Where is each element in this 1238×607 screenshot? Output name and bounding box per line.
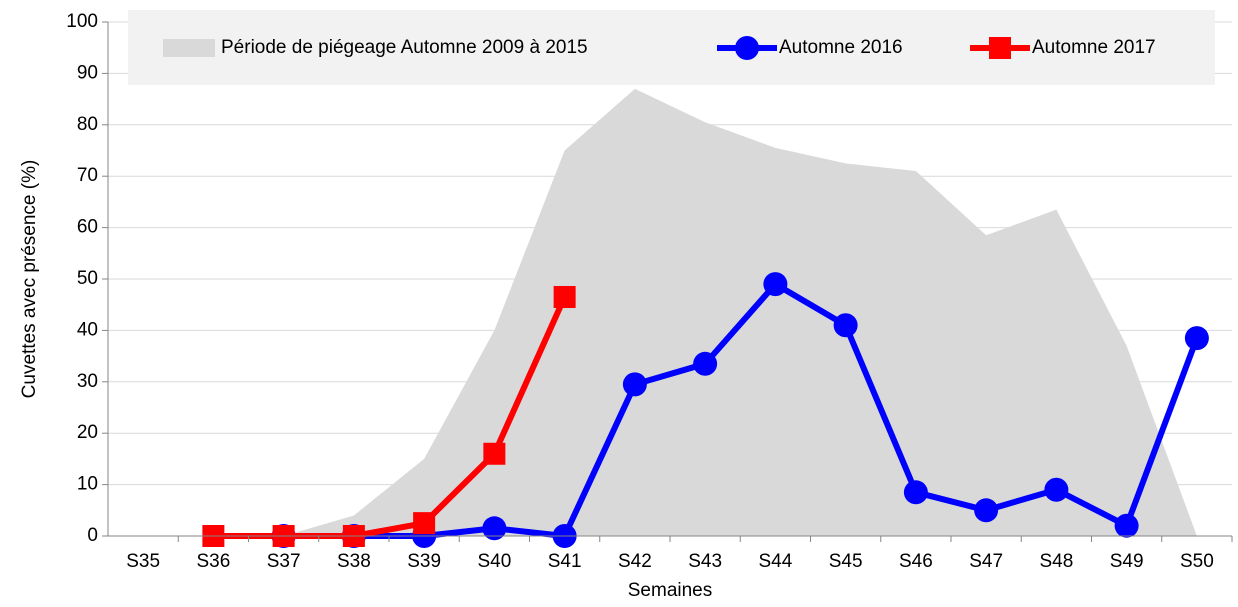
y-tick-label: 100	[66, 11, 98, 32]
marker	[833, 313, 858, 338]
marker	[903, 480, 928, 505]
y-tick-label: 70	[77, 165, 98, 186]
legend-label: Période de piégeage Automne 2009 à 2015	[221, 37, 588, 58]
area	[283, 88, 1197, 536]
x-tick-label: S36	[196, 551, 230, 572]
marker	[482, 516, 507, 541]
marker	[693, 351, 718, 376]
marker	[1044, 477, 1069, 502]
marker	[553, 285, 576, 308]
legend-label: Automne 2016	[779, 37, 903, 58]
x-tick-label: S40	[477, 551, 511, 572]
marker	[483, 442, 506, 465]
y-tick-label: 30	[77, 371, 98, 392]
x-tick-label: S39	[407, 551, 441, 572]
x-tick-label: S37	[267, 551, 301, 572]
y-tick-label: 0	[87, 525, 98, 546]
x-tick-label: S48	[1039, 551, 1073, 572]
legend-label: Automne 2017	[1032, 37, 1156, 58]
x-tick-label: S42	[618, 551, 652, 572]
y-tick-label: 40	[77, 319, 98, 340]
marker	[1114, 513, 1139, 538]
x-tick-label: S35	[126, 551, 160, 572]
legend-background	[128, 10, 1215, 85]
y-tick-label: 20	[77, 422, 98, 443]
x-tick-label: S41	[548, 551, 582, 572]
x-tick-label: S45	[829, 551, 863, 572]
x-tick-label: S49	[1110, 551, 1144, 572]
y-axis-label: Cuvettes avec présence (%)	[19, 160, 40, 399]
x-tick-label: S44	[758, 551, 792, 572]
x-tick-label: S50	[1180, 551, 1214, 572]
legend-marker	[989, 37, 1011, 59]
marker	[1184, 326, 1209, 351]
x-tick-label: S46	[899, 551, 933, 572]
marker	[622, 372, 647, 397]
y-tick-label: 90	[77, 62, 98, 83]
y-tick-label: 80	[77, 114, 98, 135]
marker	[413, 512, 436, 535]
x-tick-label: S47	[969, 551, 1003, 572]
y-tick-label: 60	[77, 217, 98, 238]
marker	[763, 272, 788, 297]
legend-swatch	[163, 39, 215, 57]
x-axis-label: Semaines	[628, 580, 713, 601]
marker	[974, 498, 999, 523]
x-tick-label: S38	[337, 551, 371, 572]
legend-marker	[735, 36, 759, 60]
y-tick-label: 50	[77, 268, 98, 289]
y-tick-label: 10	[77, 474, 98, 495]
x-tick-label: S43	[688, 551, 722, 572]
